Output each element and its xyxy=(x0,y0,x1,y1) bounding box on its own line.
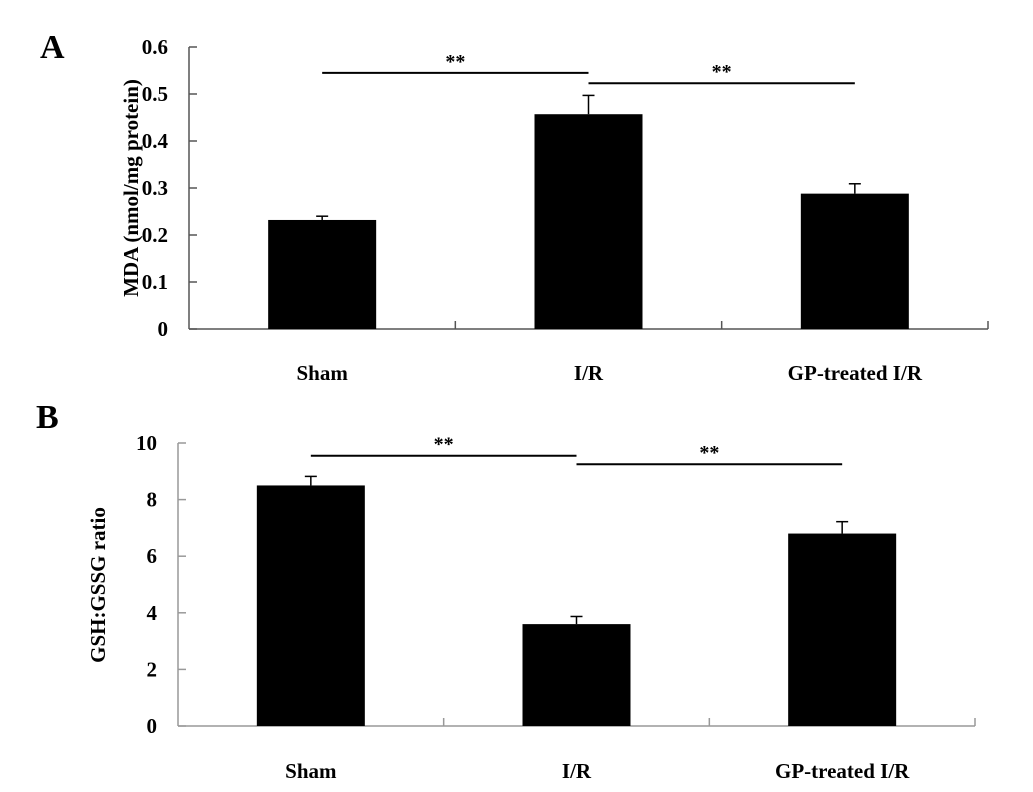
bar-sham xyxy=(256,485,365,726)
panel-b-label: B xyxy=(36,399,59,436)
y-tick-label: 10 xyxy=(136,431,157,455)
x-category-label: Sham xyxy=(285,759,337,783)
y-tick-label: 8 xyxy=(147,488,158,512)
significance-marker: ** xyxy=(712,61,732,83)
y-tick-label: 0.4 xyxy=(142,129,169,153)
y-tick-label: 0.6 xyxy=(142,35,168,59)
panel-b-y-axis-label: GSH:GSSG ratio xyxy=(86,507,110,663)
significance-marker: ** xyxy=(434,434,454,456)
bar-gp-treated-i-r xyxy=(800,193,909,329)
panel-a-y-axis-label: MDA (nmol/mg protein) xyxy=(119,79,143,297)
bar-i-r xyxy=(534,114,643,330)
panel-a-label: A xyxy=(40,29,65,66)
significance-marker: ** xyxy=(445,51,465,73)
x-category-label: I/R xyxy=(574,361,604,385)
x-category-label: GP-treated I/R xyxy=(775,759,910,783)
bar-sham xyxy=(268,219,377,329)
y-tick-label: 0.1 xyxy=(142,270,168,294)
y-tick-label: 0.2 xyxy=(142,223,168,247)
panel-b-chart: B GSH:GSSG ratio 0 2 4 6 8 10 Sham I/R GP-treate… xyxy=(36,399,976,783)
panel-a-chart: A MDA (nmol/mg protein) 0 0.1 0.2 0.3 0.4 0.5… xyxy=(40,29,989,385)
y-tick-label: 2 xyxy=(147,657,158,681)
bar-gp-treated-i-r xyxy=(788,533,897,726)
y-tick-label: 0 xyxy=(158,317,169,341)
y-tick-label: 6 xyxy=(147,544,158,568)
y-tick-label: 4 xyxy=(147,601,158,625)
x-category-label: GP-treated I/R xyxy=(788,361,923,385)
x-category-label: Sham xyxy=(296,361,348,385)
significance-marker: ** xyxy=(699,442,719,464)
y-tick-label: 0.5 xyxy=(142,82,168,106)
y-tick-label: 0 xyxy=(147,714,158,738)
bar-i-r xyxy=(522,624,631,726)
y-tick-label: 0.3 xyxy=(142,176,168,200)
x-category-label: I/R xyxy=(562,759,592,783)
